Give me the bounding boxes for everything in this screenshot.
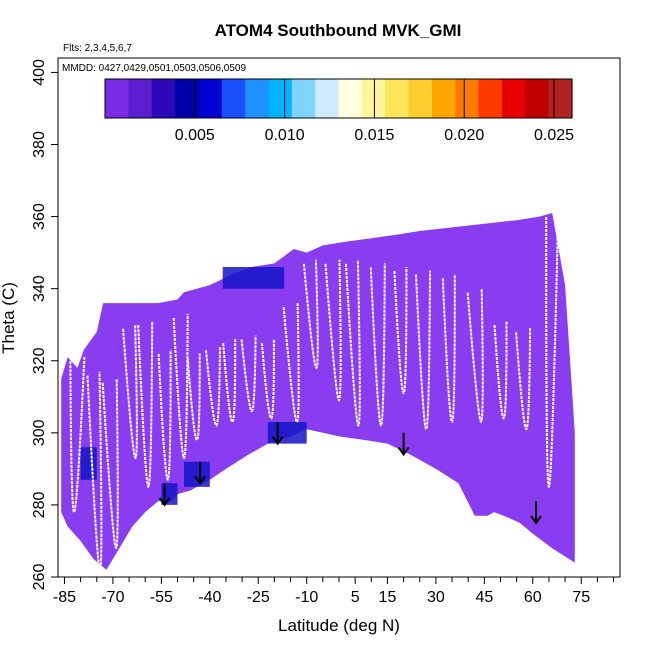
colorbar-segment: [221, 79, 246, 118]
flight-profile: [260, 339, 275, 420]
colorbar-frame: [104, 78, 573, 119]
x-tick-label: -25: [247, 589, 270, 606]
y-tick-label: 260: [31, 564, 48, 591]
x-tick-label: -10: [295, 589, 318, 606]
flight-profile: [282, 303, 300, 424]
x-tick-label: -55: [150, 589, 173, 606]
colorbar-tick-label: 0.020: [444, 127, 484, 144]
flight-profile: [324, 259, 342, 402]
flight-profile: [344, 259, 361, 427]
y-tick-label: 320: [31, 347, 48, 374]
flight-profile: [415, 270, 431, 431]
colorbar-tick-label: 0.025: [534, 127, 574, 144]
flight-profile: [302, 259, 319, 370]
colorbar-segment: [315, 79, 340, 118]
colorbar-segment: [431, 79, 456, 118]
x-tick-label: 75: [572, 589, 590, 606]
flight-profile: [172, 313, 189, 460]
flight-profile: [466, 288, 484, 424]
colorbar-segment: [175, 79, 199, 118]
colorbar-tick-label: 0.015: [354, 127, 394, 144]
x-axis: -85 -70 -55 -40 -25 -10 5 15 30 45 60 75: [53, 577, 615, 606]
arrow-head: [158, 497, 171, 507]
y-tick-label: 380: [31, 131, 48, 158]
colorbar-segment: [198, 79, 223, 118]
colorbar-segment: [338, 79, 363, 118]
flight-profile: [137, 321, 154, 488]
x-tick-label: 5: [351, 589, 360, 606]
flight-profile: [441, 274, 456, 424]
x-tick-label: -85: [53, 589, 76, 606]
x-tick-label: -40: [198, 589, 221, 606]
y-tick-label: 400: [31, 59, 48, 86]
arrow-head: [271, 436, 284, 446]
colorbar-segment: [245, 79, 270, 118]
enhanced-patch: [184, 461, 210, 487]
dates-annotation: MMDD: 0427,0429,0501,0503,0506,0509: [62, 63, 246, 74]
flight-profile: [222, 339, 237, 424]
colorbar-segment: [105, 79, 129, 118]
flight-profile: [101, 378, 119, 550]
flight-profile: [369, 263, 386, 427]
x-axis-label: Latitude (deg N): [278, 616, 400, 635]
flight-profile: [493, 321, 508, 420]
colorbar-segment: [268, 79, 293, 118]
enhanced-patch: [267, 422, 307, 444]
y-tick-label: 340: [31, 275, 48, 302]
colorbar: 0.005 0.010 0.015 0.020 0.025: [104, 78, 574, 144]
arrow-head: [194, 475, 206, 486]
y-tick-label: 280: [31, 491, 48, 518]
flight-profile: [545, 212, 560, 488]
flight-profile: [186, 353, 201, 442]
y-tick-label: 300: [31, 419, 48, 446]
chart-title: ATOM4 Southbound MVK_GMI: [215, 21, 462, 40]
colorbar-tick-label: 0.010: [265, 127, 305, 144]
x-tick-label: 45: [475, 589, 493, 606]
colorbar-segment: [128, 79, 153, 118]
data-field: [61, 213, 575, 570]
flight-profile: [86, 371, 103, 571]
flight-profile: [205, 346, 221, 427]
flight-profile: [515, 328, 532, 431]
enhanced-patch: [80, 447, 97, 480]
colorbar-segment: [408, 79, 433, 118]
colorbar-segment: [525, 79, 550, 118]
y-axis-label: Theta (C): [0, 282, 18, 354]
colorbar-segment: [548, 79, 573, 118]
x-tick-label: -70: [101, 589, 124, 606]
colorbar-segment: [455, 79, 480, 118]
x-tick-label: 15: [379, 589, 397, 606]
y-tick-label: 360: [31, 203, 48, 230]
colorbar-segment: [291, 79, 316, 118]
flight-profile: [69, 357, 86, 514]
y-axis: 260 280 300 320 340 360 380 400: [31, 59, 58, 590]
colorbar-segment: [385, 79, 410, 118]
arrow-head: [530, 515, 542, 525]
flight-profile: [393, 266, 408, 395]
plot-field: [61, 212, 575, 571]
arrow-head: [397, 446, 410, 457]
flight-profile: [240, 335, 257, 413]
colorbar-segment: [151, 79, 176, 118]
flight-profile: [122, 324, 138, 460]
colorbar-segment: [361, 79, 386, 118]
colorbar-segment: [501, 79, 526, 118]
flight-profile: [157, 349, 172, 481]
x-tick-label: 60: [524, 589, 542, 606]
colorbar-segment: [478, 79, 503, 118]
flights-annotation: Flts: 2,3,4,5,6,7: [63, 43, 132, 54]
enhanced-patch: [222, 267, 285, 289]
colorbar-tick-label: 0.005: [175, 127, 215, 144]
x-tick-label: 30: [427, 589, 445, 606]
